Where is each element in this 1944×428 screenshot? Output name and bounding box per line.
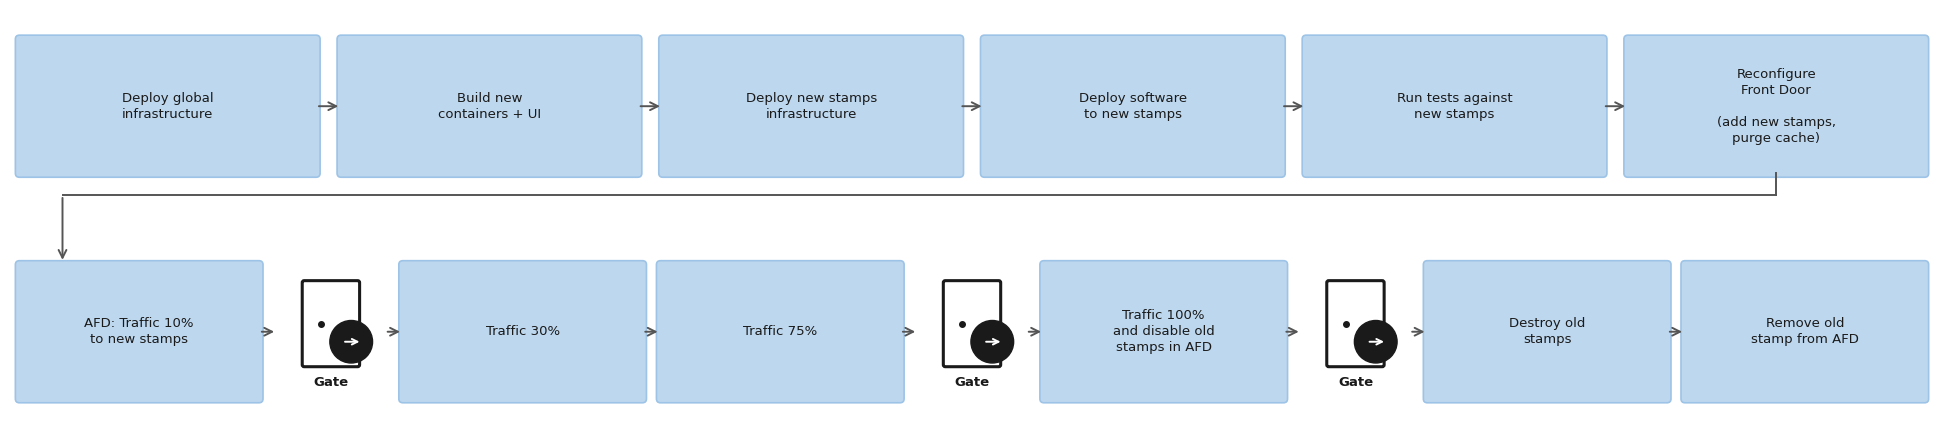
Text: Traffic 100%
and disable old
stamps in AFD: Traffic 100% and disable old stamps in A… [1112, 309, 1215, 354]
Text: Remove old
stamp from AFD: Remove old stamp from AFD [1752, 317, 1858, 346]
Text: Traffic 75%: Traffic 75% [743, 325, 816, 338]
Text: Run tests against
new stamps: Run tests against new stamps [1396, 92, 1512, 121]
Text: Gate: Gate [313, 376, 348, 389]
Text: Deploy new stamps
infrastructure: Deploy new stamps infrastructure [745, 92, 877, 121]
Text: Traffic 30%: Traffic 30% [486, 325, 560, 338]
Text: Destroy old
stamps: Destroy old stamps [1509, 317, 1586, 346]
FancyBboxPatch shape [336, 35, 642, 177]
FancyBboxPatch shape [16, 35, 321, 177]
FancyBboxPatch shape [1326, 281, 1384, 367]
Circle shape [970, 321, 1013, 363]
Circle shape [330, 321, 373, 363]
Text: Gate: Gate [955, 376, 989, 389]
FancyBboxPatch shape [301, 281, 360, 367]
Text: Reconfigure
Front Door

(add new stamps,
purge cache): Reconfigure Front Door (add new stamps, … [1717, 68, 1835, 145]
FancyBboxPatch shape [657, 261, 904, 403]
Text: Gate: Gate [1337, 376, 1372, 389]
FancyBboxPatch shape [1302, 35, 1608, 177]
Circle shape [1355, 321, 1398, 363]
FancyBboxPatch shape [16, 261, 262, 403]
FancyBboxPatch shape [399, 261, 647, 403]
FancyBboxPatch shape [980, 35, 1285, 177]
Text: Build new
containers + UI: Build new containers + UI [437, 92, 540, 121]
FancyBboxPatch shape [1623, 35, 1928, 177]
FancyBboxPatch shape [1423, 261, 1672, 403]
FancyBboxPatch shape [659, 35, 964, 177]
Text: AFD: Traffic 10%
to new stamps: AFD: Traffic 10% to new stamps [84, 317, 194, 346]
FancyBboxPatch shape [1682, 261, 1928, 403]
FancyBboxPatch shape [1040, 261, 1287, 403]
Text: Deploy global
infrastructure: Deploy global infrastructure [122, 92, 214, 121]
FancyBboxPatch shape [943, 281, 1001, 367]
Text: Deploy software
to new stamps: Deploy software to new stamps [1079, 92, 1188, 121]
